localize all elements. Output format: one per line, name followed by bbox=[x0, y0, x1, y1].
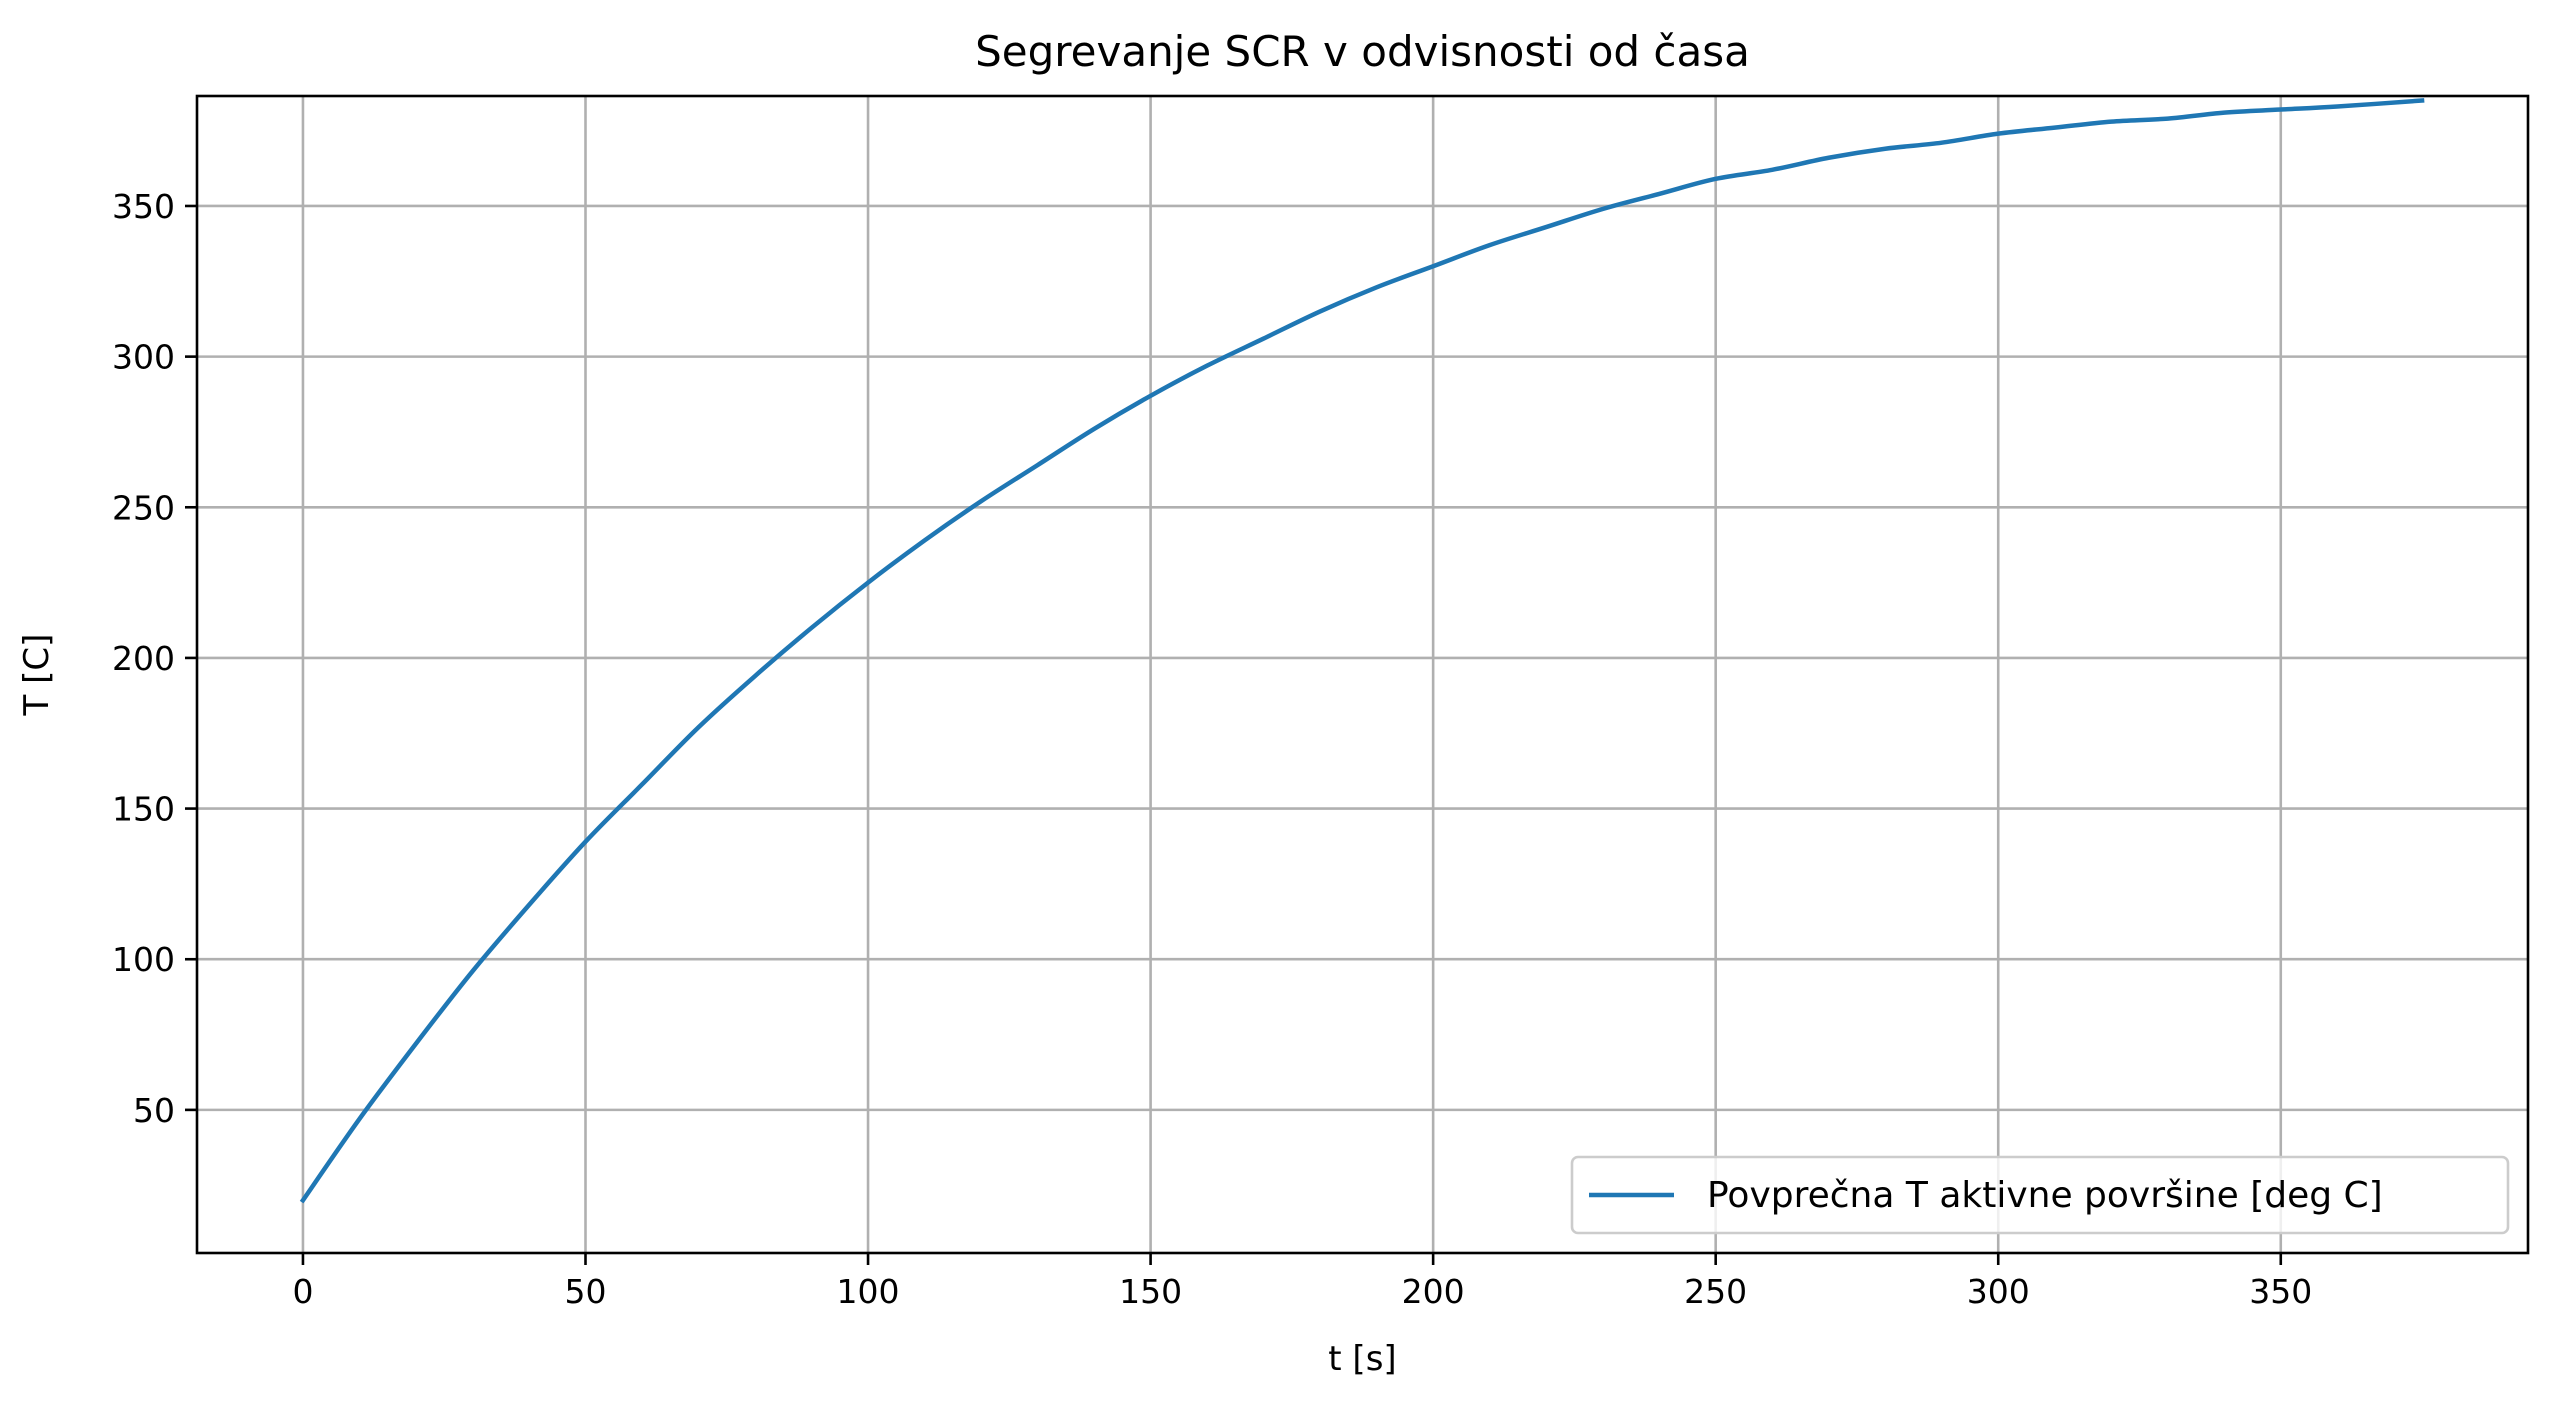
y-tick-label: 50 bbox=[133, 1091, 175, 1130]
axis-ticks: 0 50 100 150 200 250 300 350 50 100 150 200 250 300 35… bbox=[112, 187, 2312, 1311]
chart-title: Segrevanje SCR v odvisnosti od časa bbox=[975, 27, 1750, 76]
legend-box bbox=[1570, 1155, 2510, 1235]
x-tick-label: 200 bbox=[1402, 1272, 1465, 1311]
series-layer bbox=[299, 98, 2425, 1204]
x-tick-label: 250 bbox=[1684, 1272, 1747, 1311]
x-tick-label: 100 bbox=[837, 1272, 900, 1311]
legend-label: Povprečna T aktivne površine [deg C] bbox=[1707, 1175, 2383, 1216]
y-tick-label: 200 bbox=[112, 639, 175, 678]
legend: Povprečna T aktivne površine [deg C] bbox=[1570, 1155, 2510, 1235]
x-tick-label: 50 bbox=[565, 1272, 607, 1311]
y-tick-label: 350 bbox=[112, 187, 175, 226]
y-axis-label: T [C] bbox=[17, 634, 57, 717]
series-line bbox=[299, 98, 2425, 1204]
y-tick-label: 250 bbox=[112, 488, 175, 527]
x-tick-label: 0 bbox=[292, 1272, 313, 1311]
x-tick-label: 300 bbox=[1967, 1272, 2030, 1311]
y-tick-label: 300 bbox=[112, 338, 175, 377]
x-axis-label: t [s] bbox=[1328, 1339, 1396, 1379]
grid-lines bbox=[197, 96, 2528, 1253]
x-tick-label: 150 bbox=[1119, 1272, 1182, 1311]
y-tick-label: 150 bbox=[112, 790, 175, 829]
y-tick-label: 100 bbox=[112, 940, 175, 979]
x-tick-label: 350 bbox=[2249, 1272, 2312, 1311]
plot-frame bbox=[195, 94, 2530, 1255]
